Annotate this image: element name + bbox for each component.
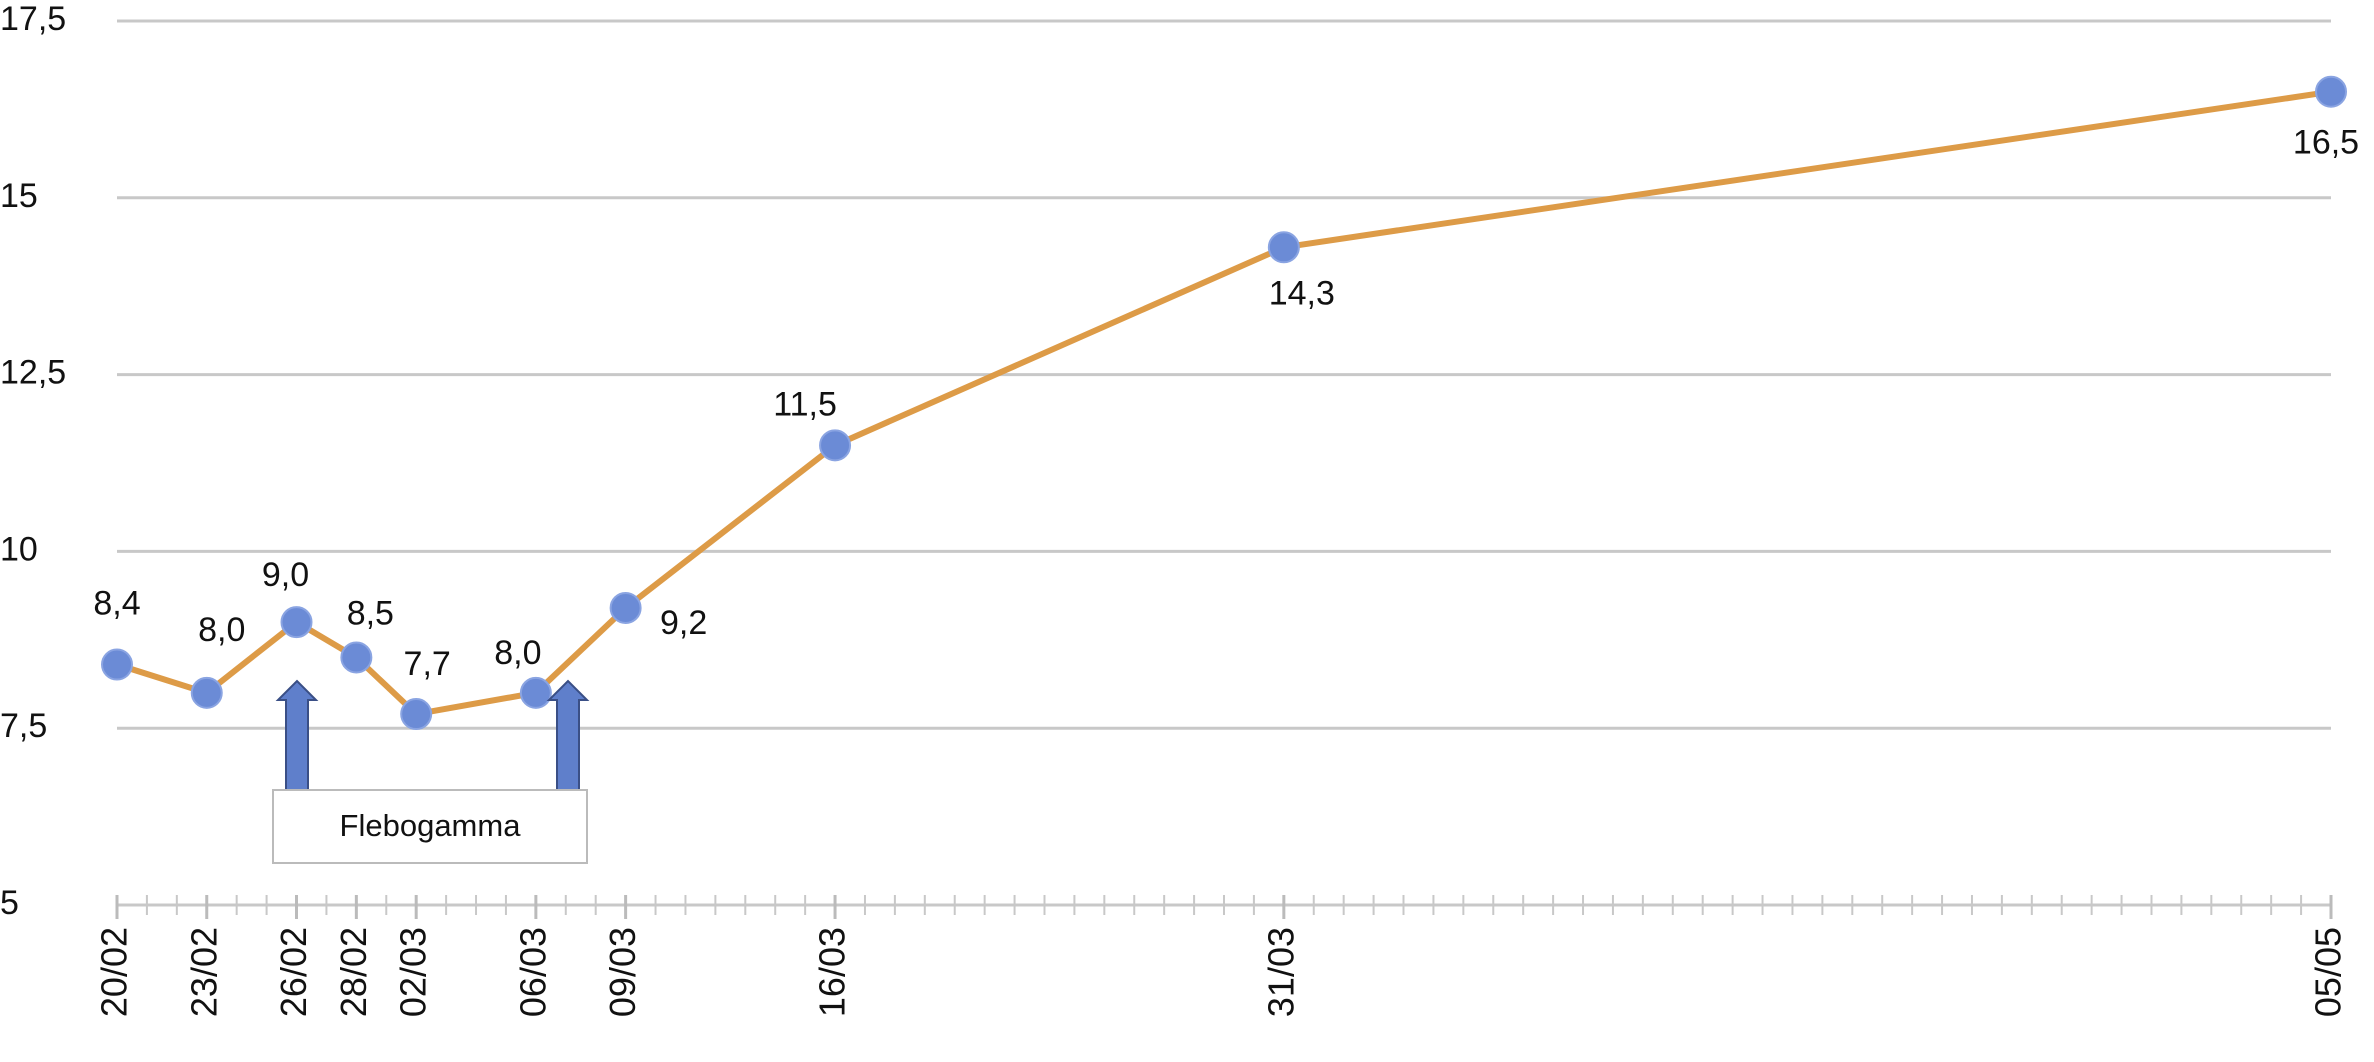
value-label: 11,5 [773, 385, 837, 423]
x-tick-label: 02/03 [393, 927, 434, 1017]
value-label: 8,5 [347, 594, 394, 632]
y-tick-label: 15 [0, 177, 38, 215]
data-point [280, 606, 313, 639]
value-label: 8,0 [198, 611, 245, 649]
y-tick-label: 5 [0, 884, 19, 922]
data-line [116, 88, 2332, 718]
x-tick-label: 23/02 [183, 927, 224, 1017]
x-tick-label: 28/02 [333, 927, 374, 1017]
data-point [400, 698, 433, 731]
data-point [609, 591, 642, 624]
y-tick-label: 12,5 [0, 354, 66, 392]
value-label: 8,4 [93, 585, 140, 623]
y-tick-label: 17,5 [0, 0, 66, 38]
data-point [1267, 231, 1300, 264]
value-label: 8,0 [494, 634, 541, 672]
plot: 8,4 8,0 9,0 8,5 7,7 8,0 9,2 11,5 14,3 16,5 [93, 75, 2359, 731]
data-point [819, 429, 852, 462]
value-label: 9,2 [660, 604, 707, 642]
value-label: 16,5 [2293, 124, 2359, 162]
x-tick-label: 31/03 [1260, 927, 1301, 1017]
x-tick-label: 09/03 [602, 927, 643, 1017]
y-tick-label: 10 [0, 530, 38, 568]
data-point [2315, 75, 2347, 108]
data-point [190, 676, 223, 709]
x-tick-label: 16/03 [812, 927, 853, 1017]
data-point [519, 676, 552, 709]
x-tick-label: 05/05 [2308, 927, 2349, 1017]
data-point [101, 648, 133, 681]
annotation-box [272, 789, 588, 864]
value-label: 9,0 [262, 556, 309, 594]
annotation: Flebogamma [272, 679, 590, 864]
arrow [546, 679, 590, 791]
x-tick-label: 20/02 [94, 927, 135, 1017]
data-point [340, 641, 373, 674]
value-label: 14,3 [1269, 274, 1335, 312]
arrow [275, 679, 319, 791]
value-label: 7,7 [404, 645, 451, 683]
x-tick-label: 06/03 [512, 927, 553, 1017]
axes: 5 7,5 10 12,5 15 17,5 20/02 23/02 26/02 28/02 02/0… [0, 0, 2349, 1017]
x-tick-label: 26/02 [273, 927, 314, 1017]
annotation-text: Flebogamma [340, 808, 522, 843]
y-tick-label: 7,5 [0, 707, 47, 745]
